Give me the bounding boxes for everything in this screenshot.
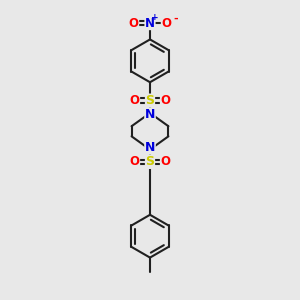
Text: O: O	[129, 16, 139, 30]
Text: O: O	[130, 155, 140, 168]
Text: O: O	[160, 155, 170, 168]
Text: N: N	[145, 108, 155, 122]
Text: S: S	[146, 155, 154, 168]
Text: O: O	[161, 16, 171, 30]
Text: O: O	[160, 94, 170, 107]
Text: S: S	[146, 94, 154, 107]
Text: +: +	[151, 13, 159, 22]
Text: O: O	[130, 94, 140, 107]
Text: N: N	[145, 16, 155, 30]
Text: N: N	[145, 141, 155, 154]
Text: -: -	[173, 13, 178, 23]
